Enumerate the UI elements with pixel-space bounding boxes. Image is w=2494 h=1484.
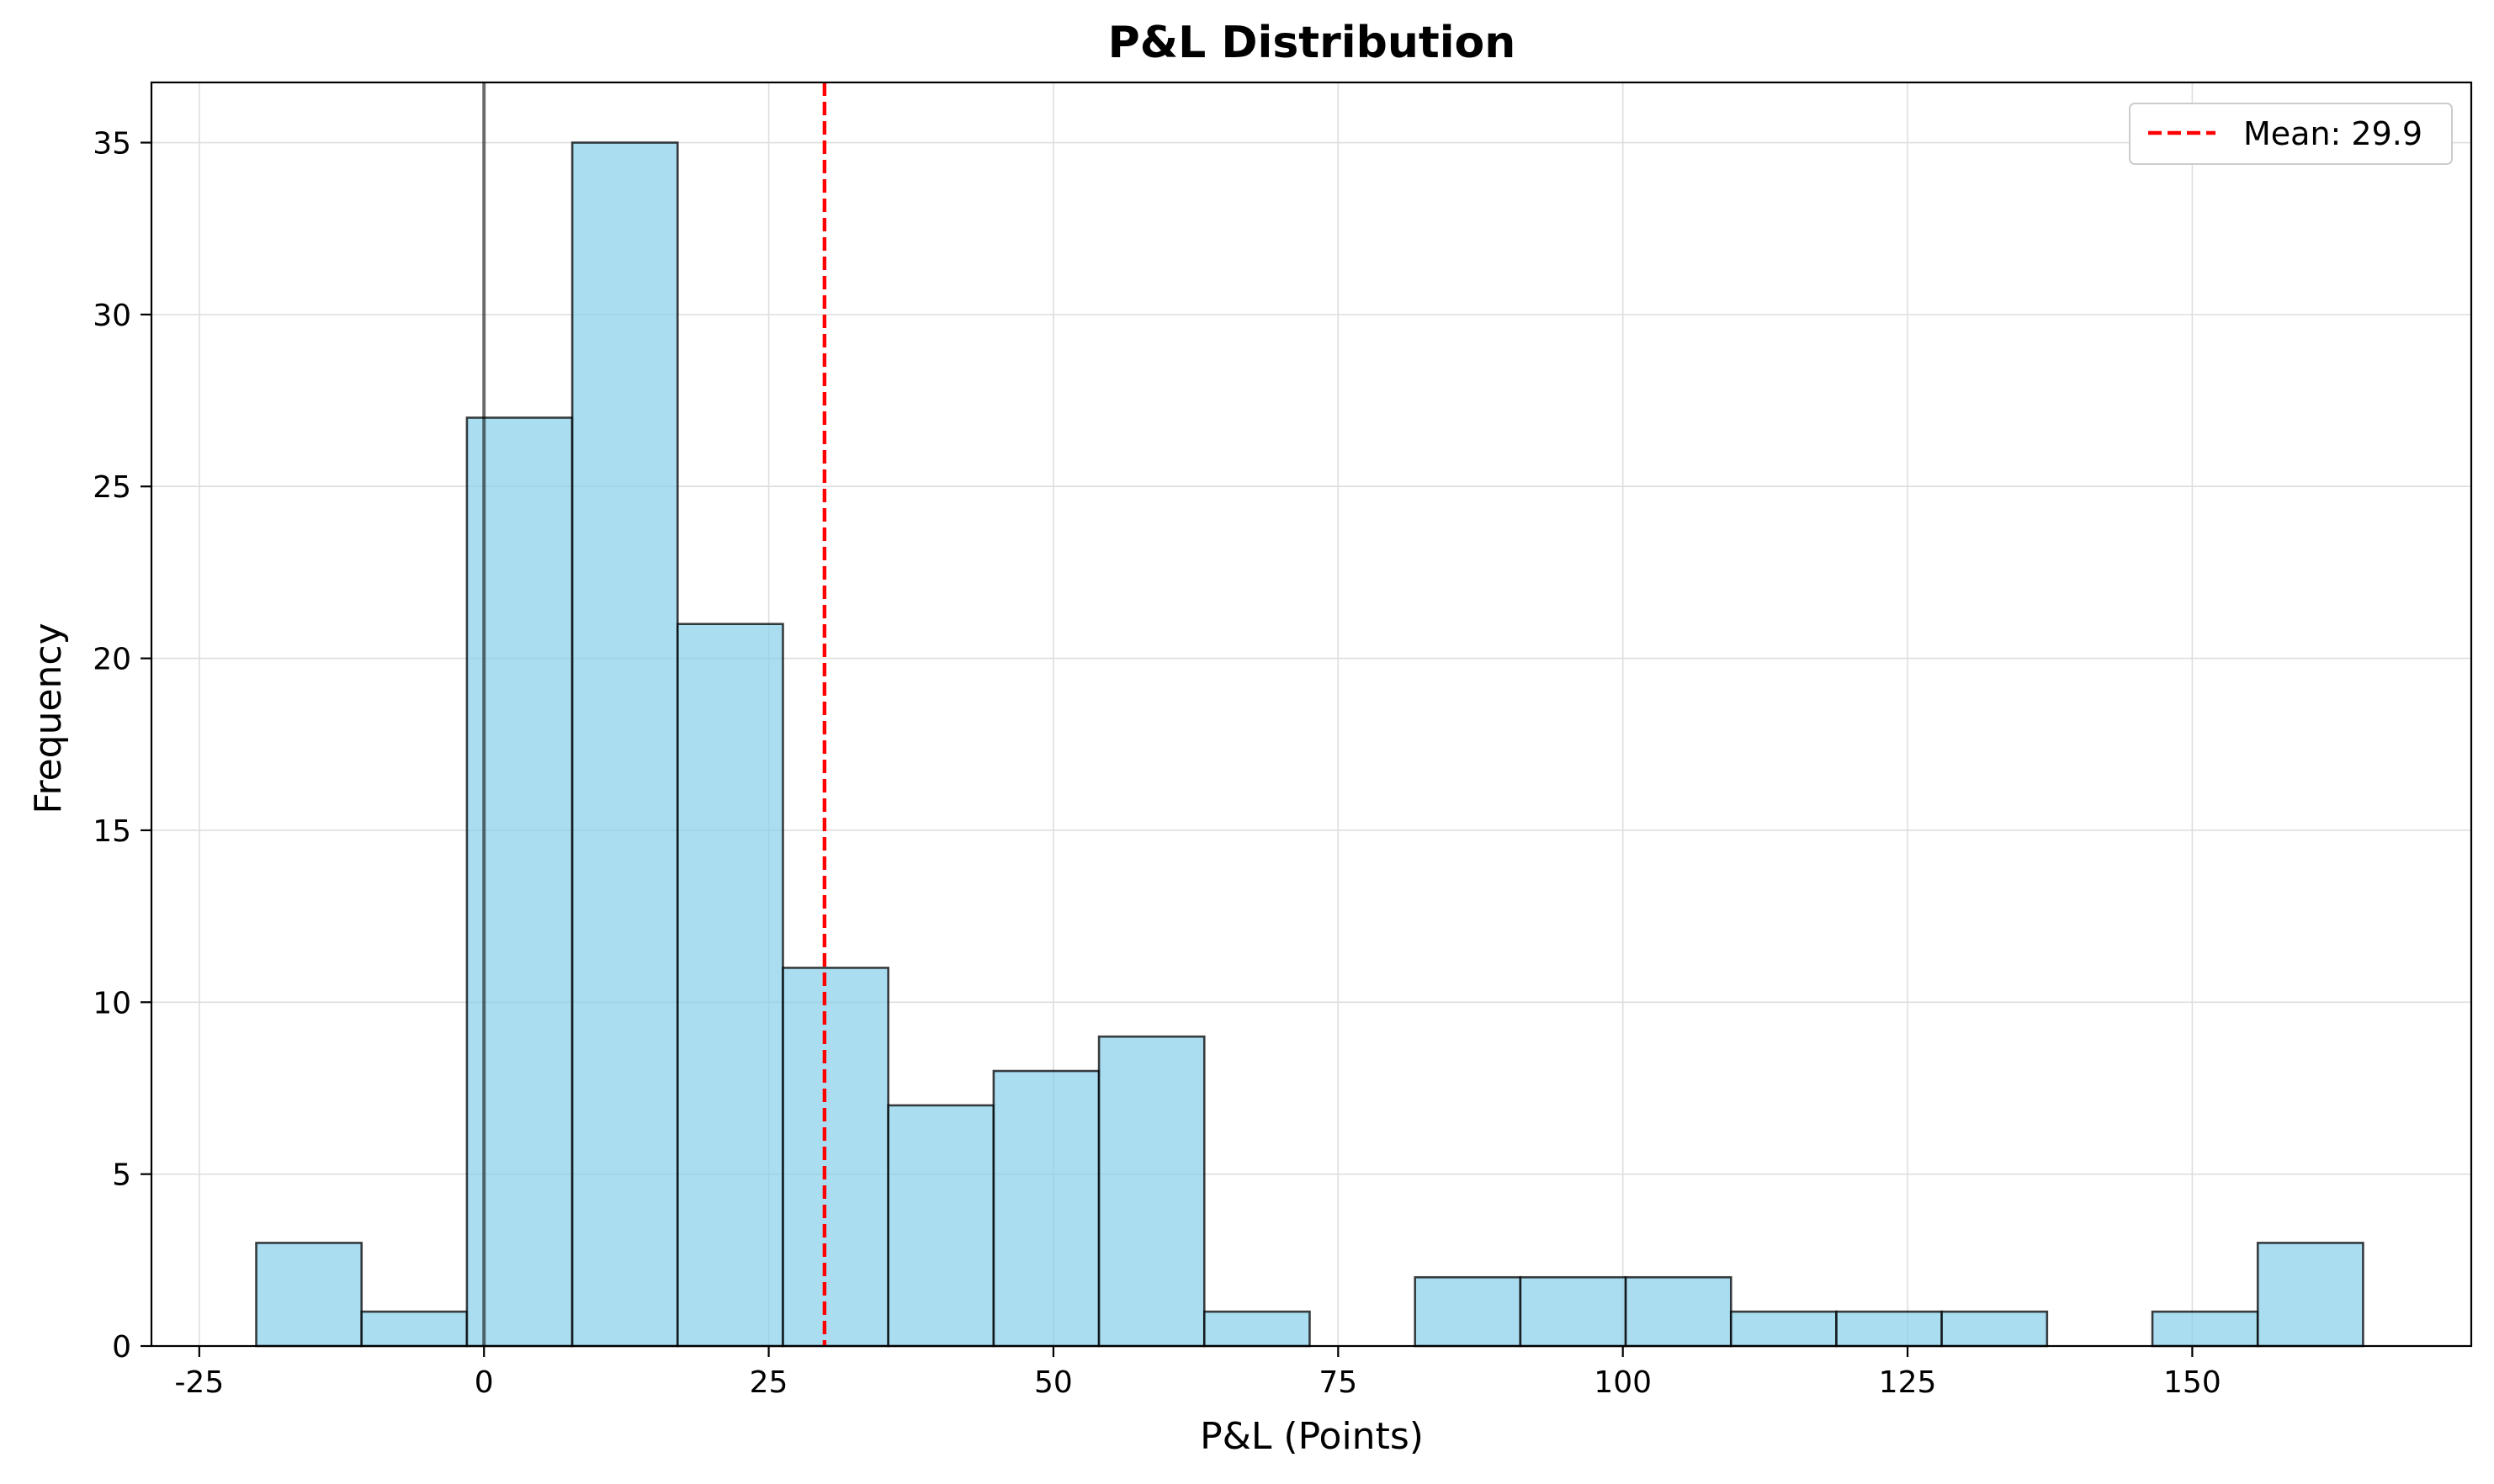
histogram-bar xyxy=(1097,1035,1206,1348)
y-tick-label: 15 xyxy=(93,814,131,849)
axis-ticks: -25 0 25 50 75 100 125 150 0 5 10 15 20 25 30 35 xyxy=(93,127,2221,1400)
x-tick-label: 75 xyxy=(1319,1365,1357,1400)
histogram-bar xyxy=(676,623,784,1348)
histogram-bar xyxy=(1414,1275,1522,1348)
legend-box xyxy=(2129,103,2453,165)
y-tick-label: 10 xyxy=(93,986,131,1020)
histogram-bar xyxy=(1202,1310,1311,1348)
histogram-bar xyxy=(2151,1310,2259,1348)
histogram-bar xyxy=(255,1242,363,1348)
histogram-bar xyxy=(1835,1310,1943,1348)
histogram-bar xyxy=(782,967,889,1348)
legend: Mean: 29.9 xyxy=(2129,103,2453,165)
y-tick-label: 0 xyxy=(112,1330,131,1365)
histogram-bar xyxy=(1624,1275,1733,1348)
histogram-bar xyxy=(1940,1310,2049,1348)
y-tick-label: 5 xyxy=(112,1158,131,1193)
y-axis-label: Frequency xyxy=(27,623,70,814)
legend-mean-label: Mean: 29.9 xyxy=(2243,115,2422,152)
x-tick-label: 50 xyxy=(1034,1365,1073,1400)
histogram-bar xyxy=(570,141,679,1348)
plot-frame xyxy=(150,81,2473,1348)
histogram-bar xyxy=(1729,1310,1838,1348)
reference-lines xyxy=(482,82,827,1346)
x-tick-label: 25 xyxy=(750,1365,788,1400)
x-tick-label: 150 xyxy=(2163,1365,2221,1400)
x-tick-label: 0 xyxy=(475,1365,494,1400)
histogram-bar xyxy=(1519,1275,1627,1348)
histogram-bar xyxy=(2256,1242,2364,1348)
histogram-bars xyxy=(255,141,2364,1348)
x-tick-label: -25 xyxy=(174,1365,224,1400)
x-tick-label: 125 xyxy=(1879,1365,1937,1400)
x-axis-label: P&L (Points) xyxy=(1200,1415,1424,1458)
y-tick-label: 25 xyxy=(93,470,131,505)
x-tick-label: 100 xyxy=(1594,1365,1652,1400)
y-tick-label: 35 xyxy=(93,127,131,162)
histogram-bar xyxy=(992,1069,1101,1348)
histogram-bar xyxy=(360,1310,469,1348)
y-tick-label: 30 xyxy=(93,299,131,333)
y-tick-label: 20 xyxy=(93,643,131,677)
histogram-bar xyxy=(887,1104,995,1348)
chart-title: P&L Distribution xyxy=(1108,18,1516,68)
